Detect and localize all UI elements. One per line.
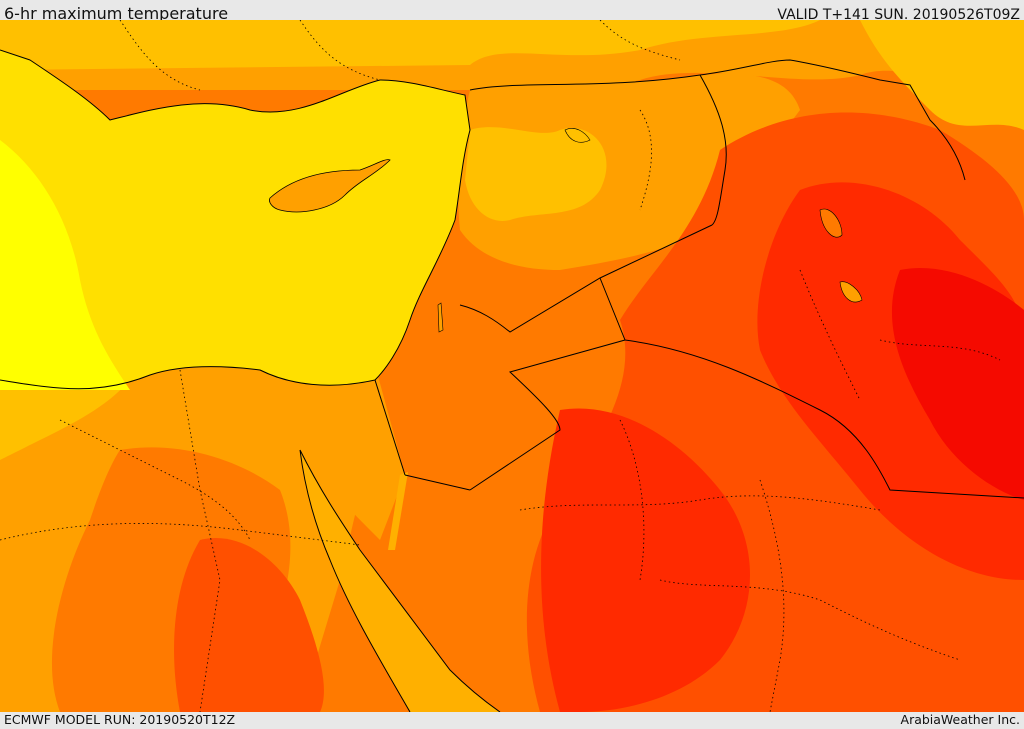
coastline-red-sea: [299, 449, 501, 712]
chart-title: 6-hr maximum temperature: [4, 4, 229, 23]
temperature-map: [0, 20, 1024, 712]
model-run-label: ECMWF MODEL RUN: 20190520T12Z: [4, 712, 236, 727]
field-egypt-red: [174, 538, 324, 712]
field-saudi-hot: [541, 408, 750, 712]
dead-sea: [437, 302, 444, 333]
credit-label: ArabiaWeather Inc.: [900, 712, 1020, 727]
field-sinai: [284, 357, 405, 540]
field-north-light: [0, 20, 820, 70]
lake-tharthar: [819, 208, 843, 238]
country-borders: [374, 59, 1024, 499]
sea-west-bright: [0, 140, 130, 390]
field-east-hottest: [891, 268, 1024, 500]
field-ne-cool: [860, 20, 1024, 130]
mediterranean-sea: [0, 50, 470, 389]
province-borders: [0, 20, 1001, 712]
lake-razzaza: [839, 281, 863, 303]
coastline-mediterranean: [0, 49, 471, 390]
gulf-of-aqaba: [388, 472, 408, 550]
valid-time-label: VALID T+141 SUN. 20190526T09Z: [777, 7, 1020, 23]
red-sea: [300, 450, 500, 712]
lake-assad: [564, 128, 591, 143]
field-syria-light: [465, 127, 607, 221]
cyprus-island: [269, 159, 391, 213]
